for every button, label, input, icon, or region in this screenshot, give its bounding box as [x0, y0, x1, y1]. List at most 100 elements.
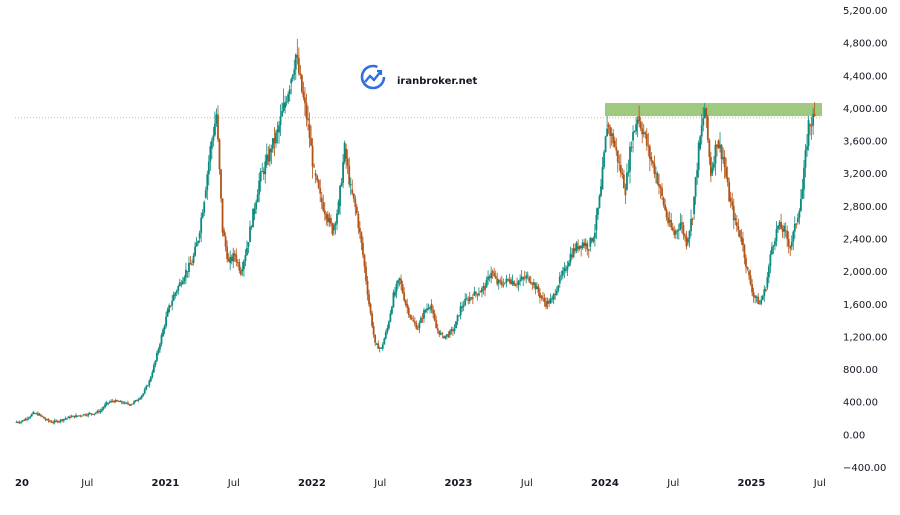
candle-body — [218, 139, 221, 170]
candle-body — [322, 202, 325, 211]
y-tick-label: 1,200.00 — [843, 332, 888, 343]
candle-body — [780, 222, 782, 230]
candle-body — [459, 306, 462, 316]
candle-body — [476, 293, 479, 296]
candle-body — [580, 245, 583, 249]
candle-body — [252, 208, 254, 228]
candle-body — [232, 253, 235, 262]
candle-body — [183, 277, 186, 282]
x-tick-label: Jul — [373, 478, 386, 489]
candle-body — [490, 273, 493, 279]
candle-body — [433, 313, 436, 321]
candle-body — [122, 402, 125, 404]
candle-body — [375, 343, 378, 345]
candle-body — [96, 410, 99, 413]
resistance-zone — [605, 103, 822, 117]
candle-body — [102, 407, 105, 409]
candle-body — [65, 418, 68, 420]
y-tick-label: 5,200.00 — [843, 6, 888, 17]
candle-body — [128, 403, 131, 405]
candle-body — [181, 281, 184, 285]
candle-body — [726, 177, 729, 183]
candle-body — [20, 421, 23, 423]
candle-body — [226, 246, 229, 260]
candle-body — [223, 230, 225, 237]
y-tick-label: 4,000.00 — [843, 104, 888, 115]
candle-body — [313, 166, 316, 168]
candle-body — [140, 395, 143, 398]
y-tick-label: 4,400.00 — [843, 71, 888, 82]
candle-body — [427, 308, 430, 310]
candle-body — [307, 118, 309, 121]
y-tick-label: 0.00 — [843, 430, 865, 441]
candle-body — [752, 292, 755, 297]
candle-body — [787, 238, 790, 247]
candle-body — [365, 266, 367, 281]
candle-body — [595, 214, 598, 231]
x-tick-label: Jul — [666, 478, 679, 489]
candle-body — [740, 236, 743, 242]
time-axis[interactable]: 20 Jul 2021 Jul 2022 Jul 2023 Jul 2024 Jul 2025 Jul — [15, 478, 826, 489]
candle-body — [294, 54, 297, 70]
candle-body — [424, 310, 427, 312]
candle-body — [255, 202, 258, 209]
candle-body — [578, 245, 581, 249]
x-tick-label: Jul — [80, 478, 93, 489]
candle-body — [789, 246, 792, 249]
candle-body — [108, 401, 111, 403]
candle-body — [566, 266, 569, 270]
candle-body — [645, 134, 648, 146]
candle-body — [650, 156, 653, 162]
y-tick-label: 1,600.00 — [843, 300, 888, 311]
candle-body — [478, 293, 480, 296]
candle-body — [107, 402, 109, 404]
candle-body — [746, 266, 749, 269]
candle-body — [445, 334, 448, 336]
candle-body — [136, 400, 138, 402]
candle-body — [82, 414, 85, 416]
candle-body — [549, 298, 552, 304]
candle-body — [732, 205, 735, 221]
candle-body — [520, 276, 523, 280]
candle-body — [711, 167, 714, 174]
candle-body — [656, 173, 659, 184]
candle-body — [680, 222, 683, 226]
candle-body — [78, 415, 80, 417]
candle-body — [166, 309, 169, 317]
candle-body — [673, 230, 676, 236]
candle-body — [694, 177, 697, 197]
candle-body — [662, 197, 665, 205]
candle-body — [229, 256, 232, 263]
candle-body — [340, 182, 343, 186]
candle-body — [17, 421, 19, 423]
candle-body — [227, 259, 230, 262]
candle-body — [539, 292, 541, 298]
candle-body — [398, 277, 401, 281]
candle-body — [488, 276, 491, 279]
candle-body — [461, 306, 464, 308]
candle-body — [572, 248, 575, 258]
x-tick-label: 20 — [15, 478, 29, 489]
watermark-text: iranbroker.net — [397, 76, 478, 87]
candle-body — [217, 114, 219, 140]
candle-body — [265, 154, 268, 166]
candle-body — [125, 402, 128, 404]
candle-body — [482, 286, 485, 289]
candle-body — [772, 245, 775, 247]
candle-body — [383, 338, 386, 345]
candle-body — [212, 135, 215, 141]
candle-body — [163, 326, 166, 330]
candle-body — [394, 291, 396, 296]
candle-body — [554, 293, 557, 295]
candle-body — [120, 400, 123, 403]
candle-body — [18, 422, 21, 424]
candle-body — [493, 273, 496, 276]
candle-body — [297, 57, 300, 74]
candle-body — [793, 223, 796, 232]
price-axis[interactable]: 5,200.00 4,800.00 4,400.00 4,000.00 3,600.00… — [843, 6, 888, 474]
candle-body — [79, 415, 82, 417]
candle-body — [812, 114, 815, 126]
candle-body — [612, 133, 615, 144]
candle-body — [381, 344, 384, 349]
